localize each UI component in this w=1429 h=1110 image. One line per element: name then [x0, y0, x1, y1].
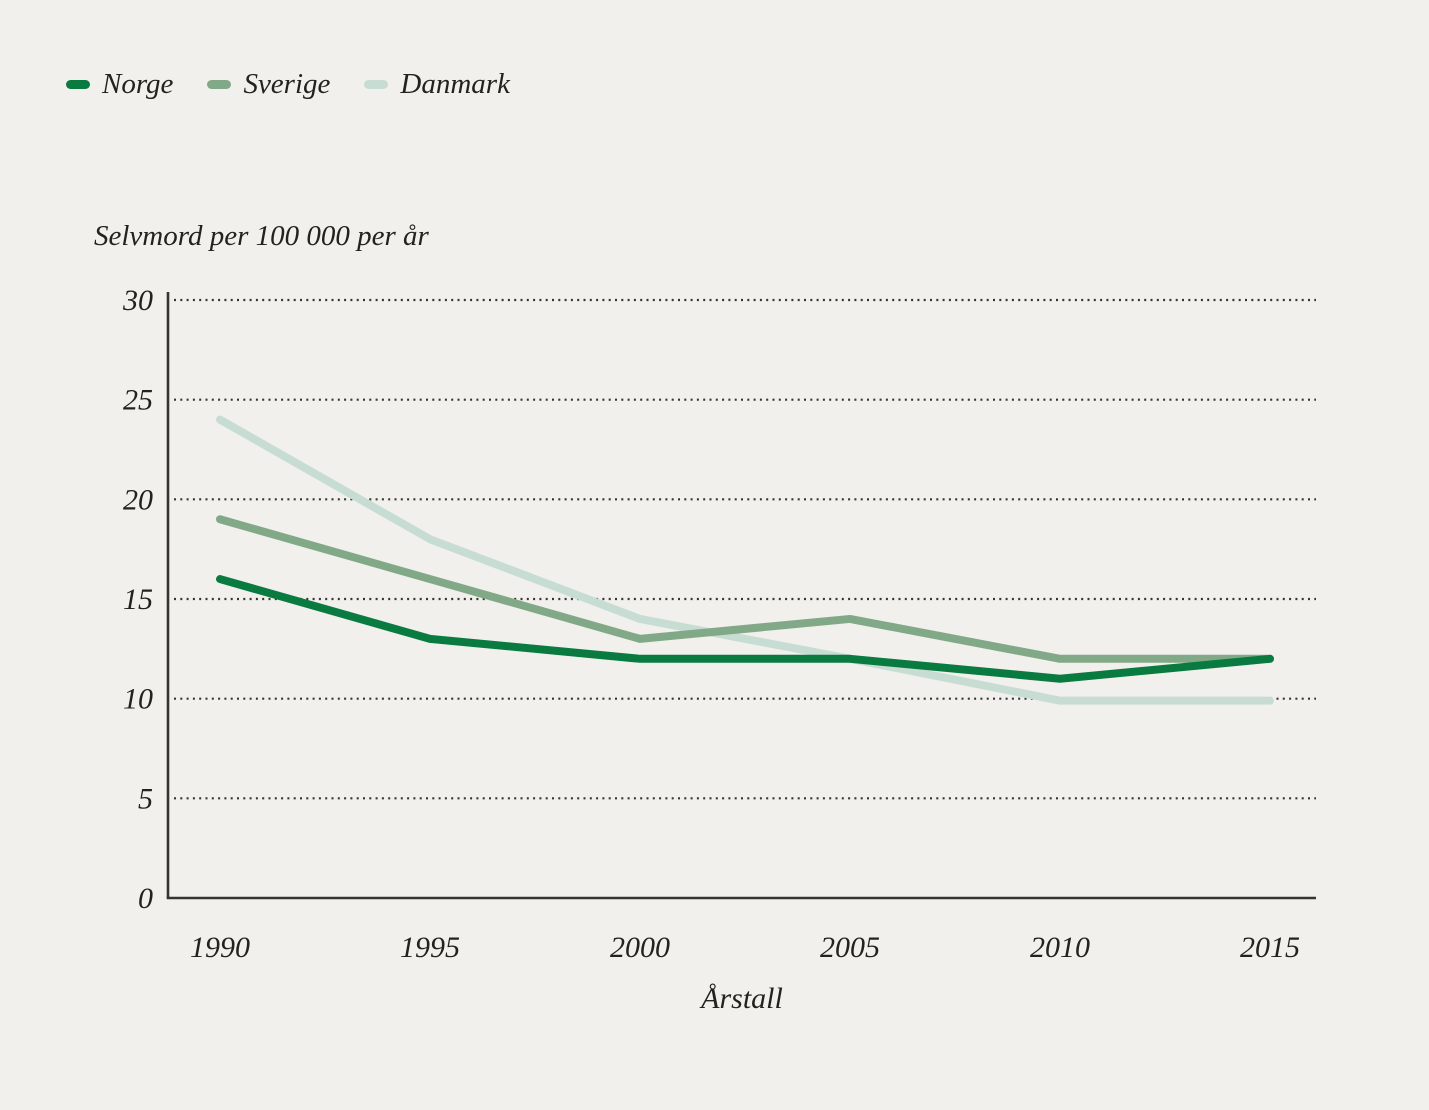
x-axis-title: Årstall	[701, 982, 783, 1015]
x-tick-label-2015: 2015	[1240, 931, 1300, 964]
legend-label-sverige: Sverige	[243, 68, 331, 100]
legend-item-sverige: Sverige	[207, 64, 330, 104]
series-line-sverige	[216, 515, 1274, 663]
x-tick-label-2005: 2005	[820, 931, 880, 964]
legend-swatch-norge-icon	[66, 79, 90, 89]
y-tick-label-10: 10	[123, 683, 153, 716]
y-tick-label-15: 15	[123, 583, 153, 616]
y-tick-label-30: 30	[122, 284, 153, 317]
legend-label-danmark: Danmark	[400, 68, 510, 100]
legend-label-norge: Norge	[102, 68, 174, 100]
x-tick-label-2010: 2010	[1030, 931, 1090, 964]
x-tick-label-2000: 2000	[610, 931, 670, 964]
y-tick-label-20: 20	[123, 483, 153, 516]
legend-swatch-sverige-icon	[207, 79, 232, 89]
legend-swatch-danmark-icon	[364, 79, 389, 89]
x-tick-label-1995: 1995	[400, 931, 460, 964]
y-tick-label-5: 5	[138, 782, 153, 815]
legend-item-danmark: Danmark	[364, 64, 510, 104]
x-tick-label-1990: 1990	[190, 931, 250, 964]
y-tick-label-25: 25	[123, 384, 153, 417]
y-tick-label-0: 0	[138, 882, 153, 915]
legend: Norge Sverige Danmark	[66, 64, 510, 104]
series-line-norge	[216, 575, 1274, 683]
legend-item-norge: Norge	[66, 64, 173, 104]
series-line-danmark	[216, 415, 1274, 705]
y-axis-title: Selvmord per 100 000 per år	[94, 220, 429, 252]
